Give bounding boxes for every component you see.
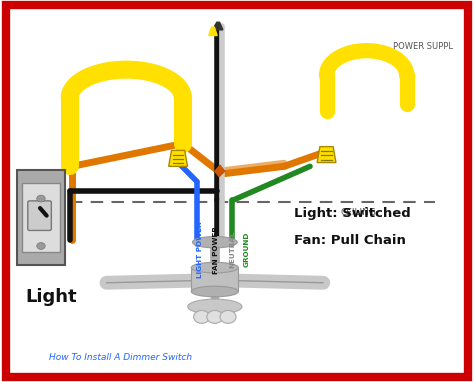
Ellipse shape <box>191 262 238 273</box>
Polygon shape <box>209 27 217 36</box>
Text: Light: Switched: Light: Switched <box>293 207 410 220</box>
Text: POWER SUPPL: POWER SUPPL <box>392 42 453 52</box>
Text: CEILING: CEILING <box>341 208 376 217</box>
Text: NEUTRAL: NEUTRAL <box>229 231 235 269</box>
FancyBboxPatch shape <box>22 183 60 253</box>
Polygon shape <box>215 165 225 176</box>
Text: FAN POWER: FAN POWER <box>213 226 219 274</box>
Circle shape <box>194 311 210 323</box>
Circle shape <box>207 311 223 323</box>
Polygon shape <box>317 147 336 163</box>
Text: Light: Light <box>25 288 77 306</box>
FancyBboxPatch shape <box>28 201 51 230</box>
Text: LIGHT POWER: LIGHT POWER <box>197 222 203 278</box>
Circle shape <box>36 195 45 202</box>
FancyBboxPatch shape <box>191 268 238 291</box>
Ellipse shape <box>188 299 242 314</box>
Polygon shape <box>169 151 188 166</box>
Ellipse shape <box>192 236 237 248</box>
Text: How To Install A Dimmer Switch: How To Install A Dimmer Switch <box>48 353 191 363</box>
Polygon shape <box>213 22 223 30</box>
FancyBboxPatch shape <box>17 170 65 265</box>
Text: Fan: Pull Chain: Fan: Pull Chain <box>293 234 405 247</box>
Circle shape <box>36 243 45 249</box>
Ellipse shape <box>191 286 238 297</box>
Circle shape <box>220 311 236 323</box>
Text: GROUND: GROUND <box>244 232 250 267</box>
